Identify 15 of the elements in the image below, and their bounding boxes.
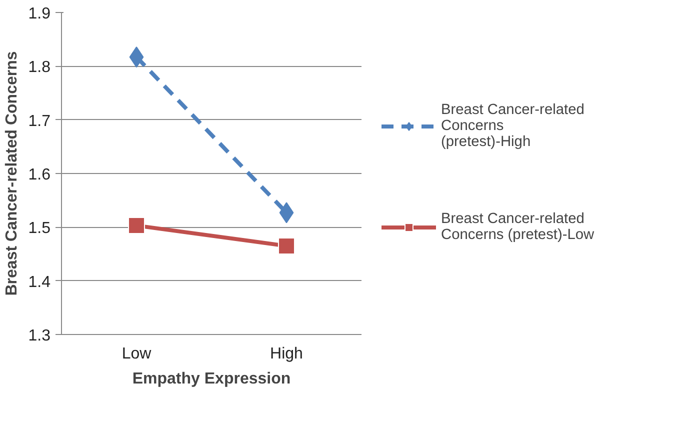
legend-label: Breast Cancer-related Concerns (pretest)-Low	[441, 210, 594, 244]
x-axis-title: Empathy Expression	[132, 370, 291, 388]
y-tick-label: 1.6	[28, 166, 51, 184]
x-tick-label: Low	[122, 346, 152, 362]
y-tick-label: 1.5	[28, 220, 51, 238]
y-axis-title: Breast Cancer-related Concerns	[3, 51, 20, 296]
legend-label: Breast Cancer-related Concerns (pretest)-High	[441, 102, 584, 150]
point	[128, 217, 145, 234]
y-tick-label: 1.7	[28, 112, 51, 130]
y-tick-label: 1.9	[28, 6, 51, 22]
point	[278, 237, 295, 254]
x-tick-label: High	[270, 346, 303, 362]
y-tick-label: 1.8	[28, 59, 51, 76]
y-tick-label: 1.4	[28, 274, 51, 291]
y-tick-label: 1.3	[28, 328, 51, 344]
